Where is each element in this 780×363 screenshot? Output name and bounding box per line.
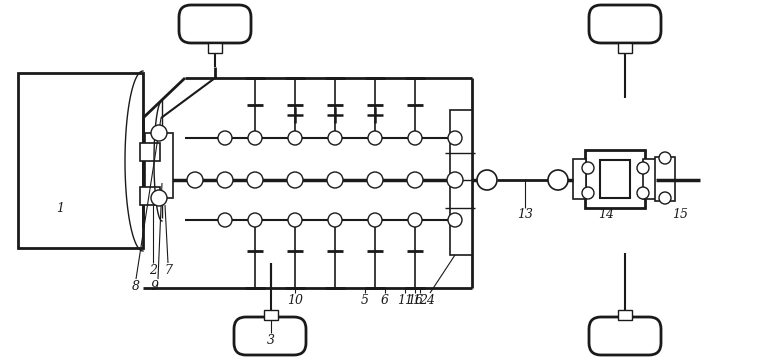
Circle shape — [448, 131, 462, 145]
Text: 11: 11 — [397, 294, 413, 307]
Text: 8: 8 — [132, 281, 140, 294]
Bar — [585, 150, 645, 208]
Bar — [618, 43, 632, 53]
Circle shape — [367, 172, 383, 188]
Bar — [573, 159, 586, 199]
Text: 9: 9 — [151, 281, 159, 294]
Circle shape — [582, 162, 594, 174]
Circle shape — [288, 131, 302, 145]
Circle shape — [248, 213, 262, 227]
FancyBboxPatch shape — [179, 5, 251, 43]
Bar — [145, 133, 173, 198]
Text: 14: 14 — [598, 208, 614, 221]
Circle shape — [287, 172, 303, 188]
Circle shape — [548, 170, 568, 190]
Bar — [140, 143, 160, 161]
Text: 4: 4 — [426, 294, 434, 307]
Circle shape — [328, 213, 342, 227]
Circle shape — [408, 213, 422, 227]
Text: 10: 10 — [287, 294, 303, 307]
Text: 12: 12 — [412, 294, 428, 307]
Bar — [208, 43, 222, 53]
Text: 3: 3 — [267, 334, 275, 347]
Circle shape — [448, 213, 462, 227]
Circle shape — [248, 131, 262, 145]
FancyBboxPatch shape — [589, 5, 661, 43]
Circle shape — [187, 172, 203, 188]
Circle shape — [477, 170, 497, 190]
FancyBboxPatch shape — [234, 317, 306, 355]
Bar — [18, 73, 143, 248]
Text: 6: 6 — [381, 294, 389, 307]
Circle shape — [659, 152, 671, 164]
Circle shape — [408, 131, 422, 145]
Circle shape — [368, 213, 382, 227]
Text: 7: 7 — [164, 264, 172, 277]
Text: 1: 1 — [56, 201, 64, 215]
Bar — [600, 160, 630, 198]
Circle shape — [582, 187, 594, 199]
Bar — [655, 157, 675, 201]
Circle shape — [151, 125, 167, 141]
Text: 15: 15 — [672, 208, 688, 221]
Circle shape — [368, 131, 382, 145]
Text: 5: 5 — [361, 294, 369, 307]
Bar — [643, 159, 656, 199]
Circle shape — [217, 172, 233, 188]
Text: 2: 2 — [149, 264, 157, 277]
Circle shape — [447, 172, 463, 188]
Circle shape — [247, 172, 263, 188]
Circle shape — [218, 213, 232, 227]
Circle shape — [637, 162, 649, 174]
Bar — [618, 310, 632, 320]
Circle shape — [151, 190, 167, 206]
Text: 16: 16 — [407, 294, 423, 307]
FancyBboxPatch shape — [589, 317, 661, 355]
Bar — [264, 310, 278, 320]
Circle shape — [288, 213, 302, 227]
Circle shape — [327, 172, 343, 188]
Bar — [140, 187, 160, 205]
Circle shape — [659, 192, 671, 204]
Circle shape — [407, 172, 423, 188]
Text: 13: 13 — [517, 208, 533, 221]
Bar — [450, 110, 472, 255]
Circle shape — [637, 187, 649, 199]
Circle shape — [328, 131, 342, 145]
Circle shape — [218, 131, 232, 145]
